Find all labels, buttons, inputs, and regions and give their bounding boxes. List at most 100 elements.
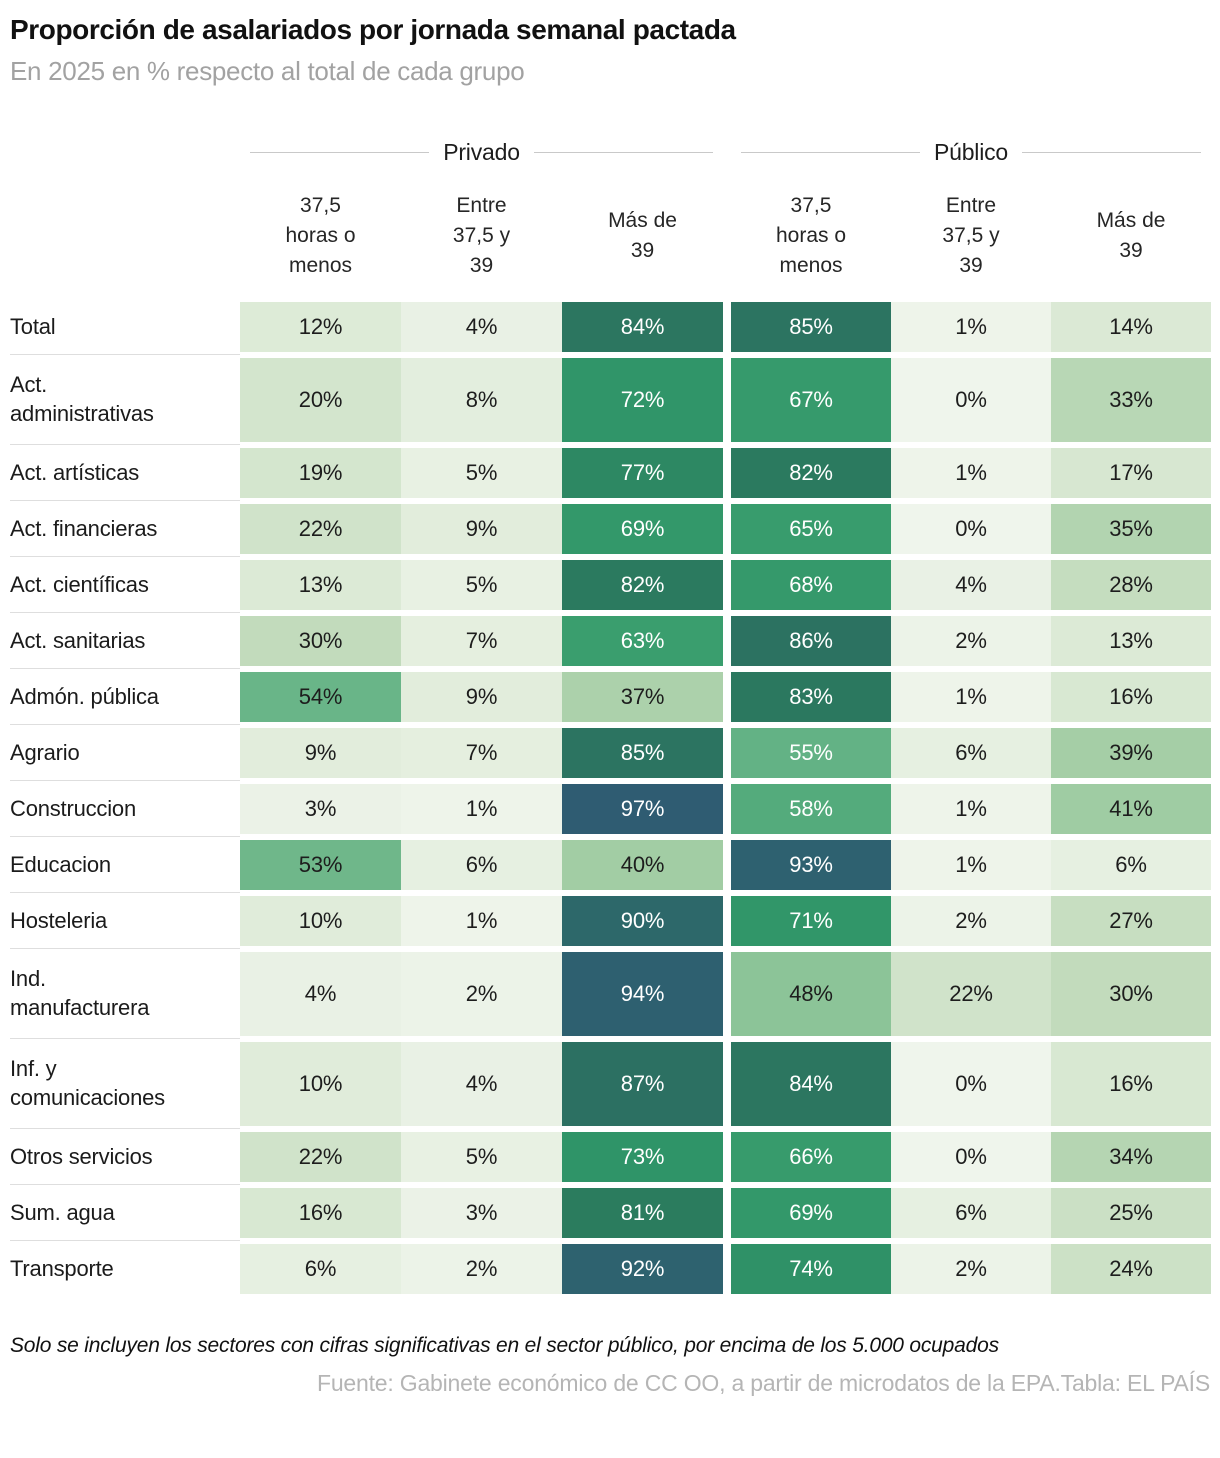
- value-cell: 0%: [891, 1132, 1051, 1182]
- value-cell: 84%: [562, 302, 723, 352]
- value-cell: 4%: [891, 560, 1051, 610]
- table-row: Total 12% 4% 84% 85% 1% 14%: [10, 302, 1211, 352]
- value-cell: 93%: [731, 840, 891, 890]
- table-row: Agrario 9% 7% 85% 55% 6% 39%: [10, 724, 1211, 778]
- value-cell: 1%: [401, 896, 562, 946]
- value-cell: 77%: [562, 448, 723, 498]
- column-header-privado-3: Más de 39: [608, 209, 677, 262]
- table-row: Admón. pública 54% 9% 37% 83% 1% 16%: [10, 668, 1211, 722]
- row-label: Hosteleria: [10, 907, 108, 933]
- group-gap: [723, 504, 731, 554]
- group-gap: [723, 728, 731, 778]
- value-cell: 22%: [240, 504, 401, 554]
- value-cell: 30%: [1051, 952, 1211, 1036]
- group-gap: [723, 302, 731, 352]
- value-cell: 1%: [891, 302, 1051, 352]
- group-publico: Público: [731, 139, 1211, 166]
- value-cell: 1%: [401, 784, 562, 834]
- group-header-row: Privado Público: [10, 139, 1210, 166]
- value-cell: 22%: [891, 952, 1051, 1036]
- group-gap: [723, 616, 731, 666]
- value-cell: 82%: [562, 560, 723, 610]
- value-cell: 1%: [891, 784, 1051, 834]
- value-cell: 16%: [1051, 672, 1211, 722]
- value-cell: 10%: [240, 896, 401, 946]
- row-label: Act. sanitarias: [10, 627, 146, 653]
- source-credit: Fuente: Gabinete económico de CC OO, a p…: [316, 1370, 1210, 1396]
- value-cell: 71%: [731, 896, 891, 946]
- value-cell: 9%: [401, 504, 562, 554]
- value-cell: 20%: [240, 358, 401, 442]
- value-cell: 7%: [401, 616, 562, 666]
- group-gap: [723, 1244, 731, 1294]
- row-label: Inf. y comunicaciones: [10, 1056, 165, 1110]
- row-label: Agrario: [10, 739, 80, 765]
- value-cell: 73%: [562, 1132, 723, 1182]
- value-cell: 4%: [401, 1042, 562, 1126]
- value-cell: 2%: [891, 616, 1051, 666]
- value-cell: 67%: [731, 358, 891, 442]
- value-cell: 65%: [731, 504, 891, 554]
- value-cell: 25%: [1051, 1188, 1211, 1238]
- value-cell: 22%: [240, 1132, 401, 1182]
- value-cell: 5%: [401, 1132, 562, 1182]
- value-cell: 24%: [1051, 1244, 1211, 1294]
- table-rows: Total 12% 4% 84% 85% 1% 14% Act. administrativa…: [10, 302, 1211, 1294]
- value-cell: 3%: [401, 1188, 562, 1238]
- table-row: Act. artísticas 19% 5% 77% 82% 1% 17%: [10, 444, 1211, 498]
- row-label: Ind. manufacturera: [10, 966, 150, 1020]
- value-cell: 13%: [240, 560, 401, 610]
- value-cell: 92%: [562, 1244, 723, 1294]
- value-cell: 30%: [240, 616, 401, 666]
- row-label: Act. científicas: [10, 571, 149, 597]
- value-cell: 14%: [1051, 302, 1211, 352]
- value-cell: 0%: [891, 1042, 1051, 1126]
- value-cell: 5%: [401, 560, 562, 610]
- value-cell: 6%: [1051, 840, 1211, 890]
- value-cell: 81%: [562, 1188, 723, 1238]
- table-row: Otros servicios 22% 5% 73% 66% 0% 34%: [10, 1128, 1211, 1182]
- value-cell: 19%: [240, 448, 401, 498]
- value-cell: 9%: [240, 728, 401, 778]
- table-row: Educacion 53% 6% 40% 93% 1% 6%: [10, 836, 1211, 890]
- table-row: Act. financieras 22% 9% 69% 65% 0% 35%: [10, 500, 1211, 554]
- group-gap: [723, 784, 731, 834]
- row-label: Act. administrativas: [10, 372, 154, 426]
- value-cell: 63%: [562, 616, 723, 666]
- row-label: Construccion: [10, 795, 136, 821]
- row-label: Total: [10, 313, 56, 339]
- column-header-publico-2: Entre 37,5 y 39: [942, 194, 1000, 277]
- value-cell: 35%: [1051, 504, 1211, 554]
- table-row: Transporte 6% 2% 92% 74% 2% 24%: [10, 1240, 1211, 1294]
- value-cell: 69%: [731, 1188, 891, 1238]
- value-cell: 37%: [562, 672, 723, 722]
- value-cell: 72%: [562, 358, 723, 442]
- group-publico-label: Público: [933, 139, 1009, 165]
- column-header-publico-3: Más de 39: [1096, 209, 1166, 262]
- value-cell: 97%: [562, 784, 723, 834]
- table-row: Act. sanitarias 30% 7% 63% 86% 2% 13%: [10, 612, 1211, 666]
- table-row: Construccion 3% 1% 97% 58% 1% 41%: [10, 780, 1211, 834]
- value-cell: 68%: [731, 560, 891, 610]
- value-cell: 0%: [891, 358, 1051, 442]
- group-gap: [723, 190, 731, 282]
- rule-line: [741, 152, 920, 153]
- value-cell: 2%: [401, 952, 562, 1036]
- value-cell: 6%: [240, 1244, 401, 1294]
- rule-line: [1022, 152, 1202, 153]
- value-cell: 7%: [401, 728, 562, 778]
- value-cell: 1%: [891, 840, 1051, 890]
- value-cell: 39%: [1051, 728, 1211, 778]
- value-cell: 2%: [891, 1244, 1051, 1294]
- value-cell: 17%: [1051, 448, 1211, 498]
- value-cell: 40%: [562, 840, 723, 890]
- value-cell: 3%: [240, 784, 401, 834]
- column-header-privado-2: Entre 37,5 y 39: [452, 194, 511, 277]
- value-cell: 69%: [562, 504, 723, 554]
- value-cell: 8%: [401, 358, 562, 442]
- group-gap: [723, 896, 731, 946]
- table-row: Act. administrativas 20% 8% 72% 67% 0% 33%: [10, 354, 1211, 442]
- group-privado: Privado: [240, 139, 723, 166]
- value-cell: 87%: [562, 1042, 723, 1126]
